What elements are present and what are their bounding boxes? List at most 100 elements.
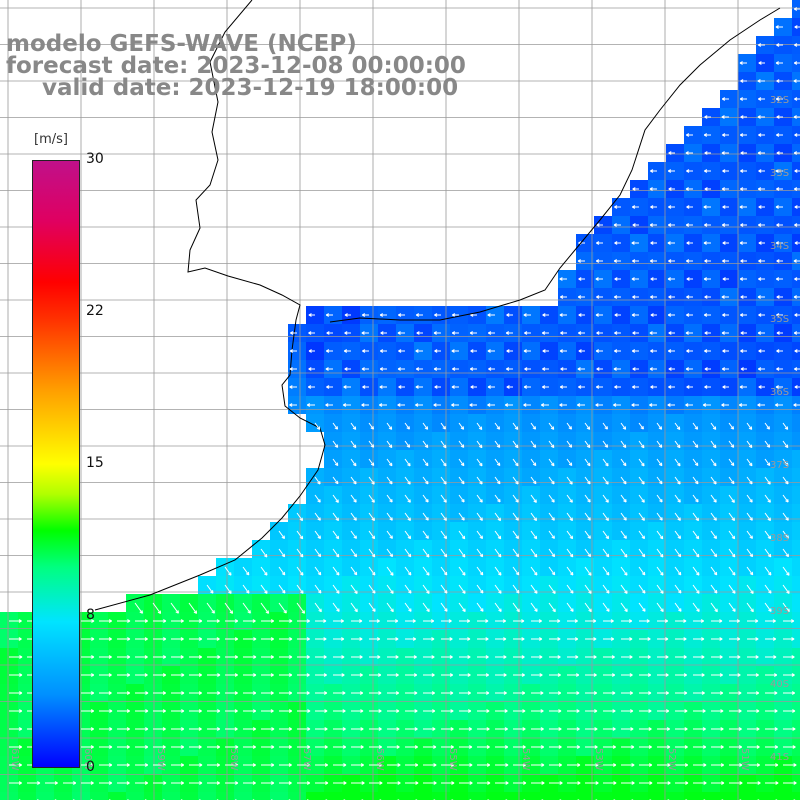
wind-arrow (326, 331, 333, 335)
wind-arrow (668, 187, 675, 191)
wind-arrow (153, 763, 166, 767)
wind-arrow (704, 259, 711, 263)
wind-arrow (567, 709, 580, 713)
wind-arrow (559, 277, 567, 281)
wind-arrow (758, 169, 765, 173)
wind-arrow (776, 331, 783, 335)
wind-arrow (711, 745, 724, 749)
wind-arrow (721, 367, 729, 371)
title-model: modelo GEFS-WAVE (NCEP) (6, 31, 357, 57)
wind-arrow (189, 763, 203, 767)
wind-arrow (332, 422, 339, 430)
wind-arrow (171, 637, 184, 641)
wind-arrow (188, 602, 198, 614)
wind-arrow (99, 745, 113, 749)
wind-arrow (386, 458, 393, 467)
wind-arrow (332, 512, 339, 522)
wind-arrow (434, 385, 441, 389)
wind-arrow (289, 349, 297, 353)
wind-arrow (668, 385, 675, 389)
wind-arrow (747, 655, 759, 659)
wind-arrow (602, 548, 610, 558)
wind-arrow (728, 530, 736, 540)
wind-arrow (398, 349, 405, 353)
wind-arrow (667, 403, 675, 407)
wind-arrow (441, 763, 455, 767)
wind-arrow (638, 584, 646, 594)
wind-arrow (459, 727, 472, 731)
wind-arrow (350, 530, 357, 539)
wind-arrow (621, 691, 633, 695)
wind-arrow (693, 655, 705, 659)
wind-arrow (728, 422, 735, 430)
wind-arrow (531, 763, 545, 767)
wind-arrow (261, 727, 275, 731)
wind-arrow (531, 655, 543, 659)
wind-arrow (548, 476, 555, 485)
wind-arrow (99, 619, 112, 623)
wind-arrow (764, 476, 771, 485)
wind-arrow (405, 781, 419, 785)
wind-arrow (278, 530, 285, 540)
wind-arrow (542, 313, 549, 317)
wind-arrow (783, 763, 797, 767)
wind-arrow (775, 403, 783, 407)
wind-arrow (740, 115, 747, 119)
wind-arrow (674, 458, 681, 467)
wind-arrow (620, 494, 627, 503)
wind-arrow (189, 637, 203, 641)
wind-arrow (674, 566, 682, 576)
wind-arrow (513, 727, 526, 731)
wind-arrow (686, 259, 693, 263)
wind-arrow (758, 367, 765, 371)
wind-arrow (512, 440, 519, 449)
wind-arrow (585, 655, 597, 659)
wind-arrow (351, 709, 364, 713)
wind-arrow (495, 763, 509, 767)
wind-arrow (404, 440, 411, 448)
wind-arrow (459, 637, 471, 641)
wind-arrow (494, 476, 501, 485)
wind-arrow (639, 673, 651, 677)
wind-arrow (728, 602, 736, 612)
wind-cell (792, 630, 800, 648)
wind-arrow (721, 97, 729, 101)
wind-arrow (650, 313, 657, 317)
wind-arrow (459, 745, 473, 749)
wind-arrow (764, 422, 770, 430)
wind-arrow (729, 673, 741, 677)
wind-arrow (620, 458, 627, 467)
wind-arrow (512, 458, 519, 467)
wind-arrow (332, 476, 339, 485)
wind-arrow (530, 440, 537, 448)
wind-arrow (711, 781, 725, 785)
wind-arrow (710, 494, 717, 503)
wind-arrow (747, 709, 760, 713)
wind-arrow (710, 476, 717, 485)
wind-arrow (477, 637, 489, 641)
wind-arrow (458, 548, 466, 558)
wind-arrow (530, 458, 537, 467)
wind-arrow (746, 440, 753, 449)
wind-arrow (692, 476, 699, 485)
wind-arrow (692, 602, 700, 612)
wind-arrow (415, 313, 423, 317)
wind-arrow (45, 781, 58, 785)
wind-arrow (692, 548, 700, 558)
wind-arrow (782, 530, 789, 539)
wind-arrow (297, 781, 311, 785)
wind-arrow (686, 349, 693, 353)
wind-arrow (333, 781, 347, 785)
wind-arrow (746, 548, 754, 558)
wind-arrow (638, 512, 645, 521)
wind-arrow (344, 367, 351, 371)
wind-arrow (668, 367, 675, 371)
wind-arrow (656, 566, 664, 576)
wind-arrow (314, 548, 322, 558)
wind-arrow (135, 727, 149, 731)
wind-arrow (315, 745, 328, 749)
wind-arrow (470, 385, 477, 389)
wind-cell (792, 432, 800, 450)
wind-arrow (566, 512, 573, 521)
wind-arrow (513, 619, 525, 623)
